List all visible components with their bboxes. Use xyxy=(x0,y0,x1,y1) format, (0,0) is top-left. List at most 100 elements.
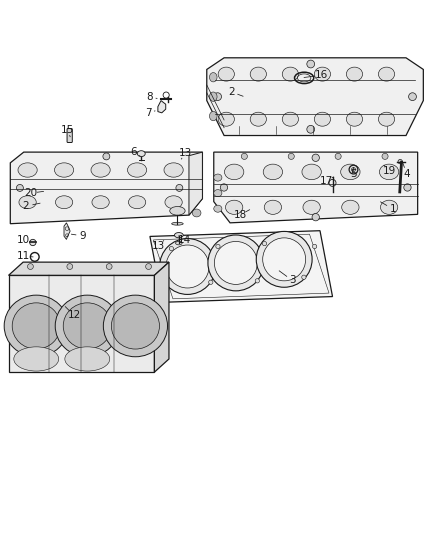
Ellipse shape xyxy=(209,111,217,121)
Circle shape xyxy=(145,264,152,270)
Circle shape xyxy=(335,154,341,159)
Polygon shape xyxy=(207,58,424,135)
Polygon shape xyxy=(150,231,332,302)
Text: 13: 13 xyxy=(178,148,191,158)
Text: 6: 6 xyxy=(131,147,137,157)
Ellipse shape xyxy=(128,196,146,209)
Circle shape xyxy=(214,241,258,285)
FancyBboxPatch shape xyxy=(67,128,72,142)
Circle shape xyxy=(17,184,23,191)
Polygon shape xyxy=(214,152,418,223)
Circle shape xyxy=(208,280,213,285)
Ellipse shape xyxy=(4,295,68,357)
Text: 2: 2 xyxy=(23,201,29,211)
Ellipse shape xyxy=(250,67,266,81)
Ellipse shape xyxy=(12,303,60,349)
Text: 17: 17 xyxy=(319,176,332,187)
Polygon shape xyxy=(189,152,202,215)
Ellipse shape xyxy=(111,303,159,349)
Circle shape xyxy=(176,184,183,191)
Circle shape xyxy=(398,159,403,164)
Text: 12: 12 xyxy=(67,310,81,320)
Ellipse shape xyxy=(303,200,320,214)
Ellipse shape xyxy=(164,163,183,177)
Circle shape xyxy=(312,244,317,248)
Text: 5: 5 xyxy=(350,169,357,179)
Text: 14: 14 xyxy=(177,235,191,245)
Ellipse shape xyxy=(378,112,395,126)
Ellipse shape xyxy=(346,67,363,81)
Circle shape xyxy=(103,153,110,160)
Ellipse shape xyxy=(174,232,183,238)
Circle shape xyxy=(302,275,306,279)
Text: 4: 4 xyxy=(403,169,410,179)
Text: 10: 10 xyxy=(17,235,30,245)
Ellipse shape xyxy=(282,67,298,81)
Circle shape xyxy=(169,246,173,251)
Text: 9: 9 xyxy=(79,231,86,241)
Ellipse shape xyxy=(91,163,110,177)
Ellipse shape xyxy=(302,164,321,180)
Ellipse shape xyxy=(19,196,36,209)
Ellipse shape xyxy=(250,112,266,126)
Text: 1: 1 xyxy=(389,204,396,214)
Ellipse shape xyxy=(224,164,244,180)
Circle shape xyxy=(166,245,209,288)
Ellipse shape xyxy=(127,163,147,177)
Ellipse shape xyxy=(282,112,298,126)
Ellipse shape xyxy=(214,174,222,181)
Circle shape xyxy=(208,235,264,291)
Circle shape xyxy=(312,154,319,161)
Ellipse shape xyxy=(314,67,331,81)
Circle shape xyxy=(409,93,417,101)
Ellipse shape xyxy=(103,295,167,357)
Circle shape xyxy=(256,231,312,287)
Ellipse shape xyxy=(263,164,283,180)
Ellipse shape xyxy=(176,241,182,245)
Text: 18: 18 xyxy=(233,210,247,220)
Polygon shape xyxy=(9,262,169,276)
Polygon shape xyxy=(11,152,202,224)
Circle shape xyxy=(307,125,314,133)
Ellipse shape xyxy=(65,347,110,371)
Circle shape xyxy=(216,244,220,248)
Ellipse shape xyxy=(192,177,201,185)
Ellipse shape xyxy=(55,295,120,357)
Ellipse shape xyxy=(165,196,182,209)
Circle shape xyxy=(255,279,259,283)
Ellipse shape xyxy=(54,163,74,177)
Ellipse shape xyxy=(379,164,399,180)
Text: 7: 7 xyxy=(145,108,152,118)
Circle shape xyxy=(404,184,411,191)
Circle shape xyxy=(263,238,306,281)
Polygon shape xyxy=(158,101,166,113)
Circle shape xyxy=(164,285,168,289)
Text: 19: 19 xyxy=(383,166,396,176)
Ellipse shape xyxy=(172,222,183,225)
Circle shape xyxy=(67,264,73,270)
Circle shape xyxy=(106,264,112,270)
Polygon shape xyxy=(9,276,154,372)
Circle shape xyxy=(307,60,314,68)
Ellipse shape xyxy=(14,347,59,371)
Ellipse shape xyxy=(18,163,37,177)
Circle shape xyxy=(312,214,319,221)
Circle shape xyxy=(241,154,247,159)
Ellipse shape xyxy=(138,151,145,157)
Ellipse shape xyxy=(218,67,234,81)
Polygon shape xyxy=(154,262,169,372)
Ellipse shape xyxy=(63,303,111,349)
Ellipse shape xyxy=(346,112,363,126)
Text: 11: 11 xyxy=(17,251,30,261)
Circle shape xyxy=(288,154,294,159)
Ellipse shape xyxy=(214,205,222,212)
Ellipse shape xyxy=(341,164,360,180)
Ellipse shape xyxy=(56,196,73,209)
Ellipse shape xyxy=(381,200,398,214)
Circle shape xyxy=(30,239,36,246)
Circle shape xyxy=(28,264,33,270)
Ellipse shape xyxy=(214,190,222,197)
Text: 16: 16 xyxy=(315,70,328,80)
Circle shape xyxy=(220,184,228,191)
Ellipse shape xyxy=(314,112,331,126)
